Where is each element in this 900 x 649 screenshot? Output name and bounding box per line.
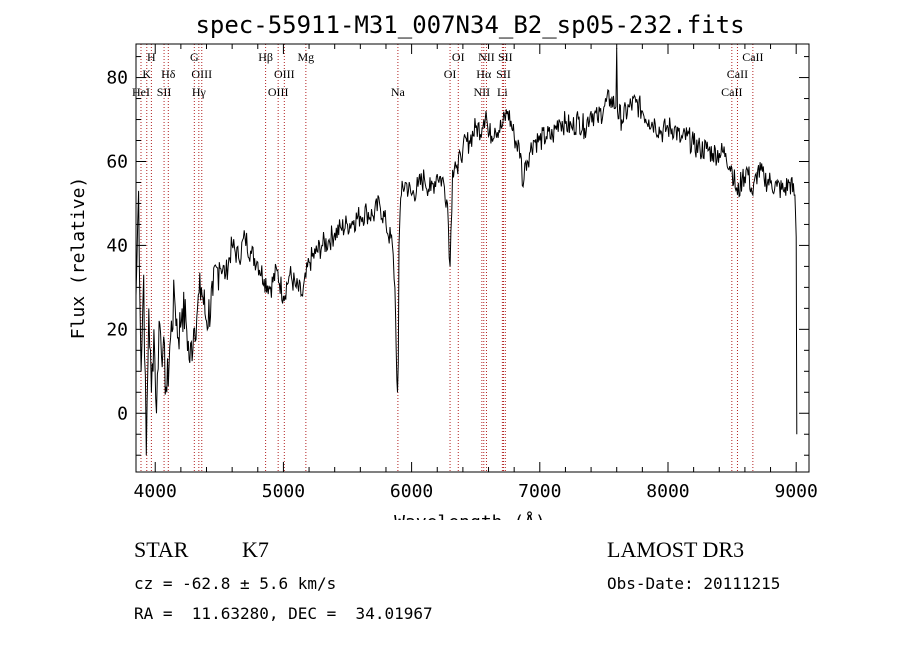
x-axis-label: Wavelength (Å) <box>394 511 546 520</box>
y-axis-label: Flux (relative) <box>68 177 89 340</box>
x-tick-label: 9000 <box>775 481 818 502</box>
plot-frame <box>135 43 810 473</box>
x-tick-label: 4000 <box>134 481 177 502</box>
flux-series <box>135 48 798 456</box>
y-tick-label: 80 <box>106 68 128 89</box>
line-marker-label: H <box>147 50 156 64</box>
axis-tick-labels: 4000 5000 6000 7000 8000 9000 0 20 40 60 80 <box>106 68 818 502</box>
line-marker-label: Na <box>391 85 406 99</box>
line-marker-label: CaII <box>721 85 742 99</box>
line-marker-label: SII <box>496 67 511 81</box>
line-marker-label: NII <box>474 85 491 99</box>
flux-line <box>135 48 798 456</box>
line-marker-label: OI <box>444 67 457 81</box>
observation-date: Obs-Date: 20111215 <box>607 574 781 593</box>
line-marker-label: Hβ <box>258 50 273 64</box>
spectrum-chart: spec-55911-M31_007N34_B2_sp05-232.fits K… <box>68 11 818 520</box>
line-marker-label: OIII <box>268 85 289 99</box>
x-tick-label: 7000 <box>518 481 561 502</box>
y-tick-label: 40 <box>106 235 128 256</box>
line-marker-label: OIII <box>274 67 295 81</box>
redshift-velocity: cz = -62.8 ± 5.6 km/s <box>134 574 337 593</box>
survey-name: LAMOST DR3 <box>607 537 745 562</box>
line-marker-label: CaII <box>742 50 763 64</box>
y-tick-label: 0 <box>117 403 128 424</box>
line-marker-label: Li <box>497 85 508 99</box>
line-marker-label: Hδ <box>161 67 176 81</box>
line-marker-label: Hα <box>476 67 492 81</box>
line-marker-label: OIII <box>191 67 212 81</box>
y-tick-label: 60 <box>106 151 128 172</box>
x-tick-label: 8000 <box>646 481 689 502</box>
line-marker-label: OI <box>452 50 465 64</box>
line-marker-label: K <box>142 67 151 81</box>
spectral-line-markers <box>140 44 754 472</box>
object-class: STAR <box>134 537 189 562</box>
chart-title: spec-55911-M31_007N34_B2_sp05-232.fits <box>195 11 744 39</box>
x-tick-label: 6000 <box>390 481 433 502</box>
line-marker-label: HeI <box>132 85 150 99</box>
line-marker-label: G <box>190 50 199 64</box>
x-tick-label: 5000 <box>262 481 305 502</box>
y-tick-label: 20 <box>106 319 128 340</box>
sky-coordinates: RA = 11.63280, DEC = 34.01967 <box>134 604 433 623</box>
line-marker-label: SII <box>498 50 513 64</box>
line-marker-label: Mg <box>298 50 315 64</box>
line-marker-label: CaII <box>727 67 748 81</box>
line-marker-label: SII <box>157 85 172 99</box>
line-marker-label: Hγ <box>192 85 207 99</box>
line-marker-label: NII <box>478 50 495 64</box>
axis-ticks <box>136 44 809 472</box>
object-subclass: K7 <box>242 537 269 562</box>
